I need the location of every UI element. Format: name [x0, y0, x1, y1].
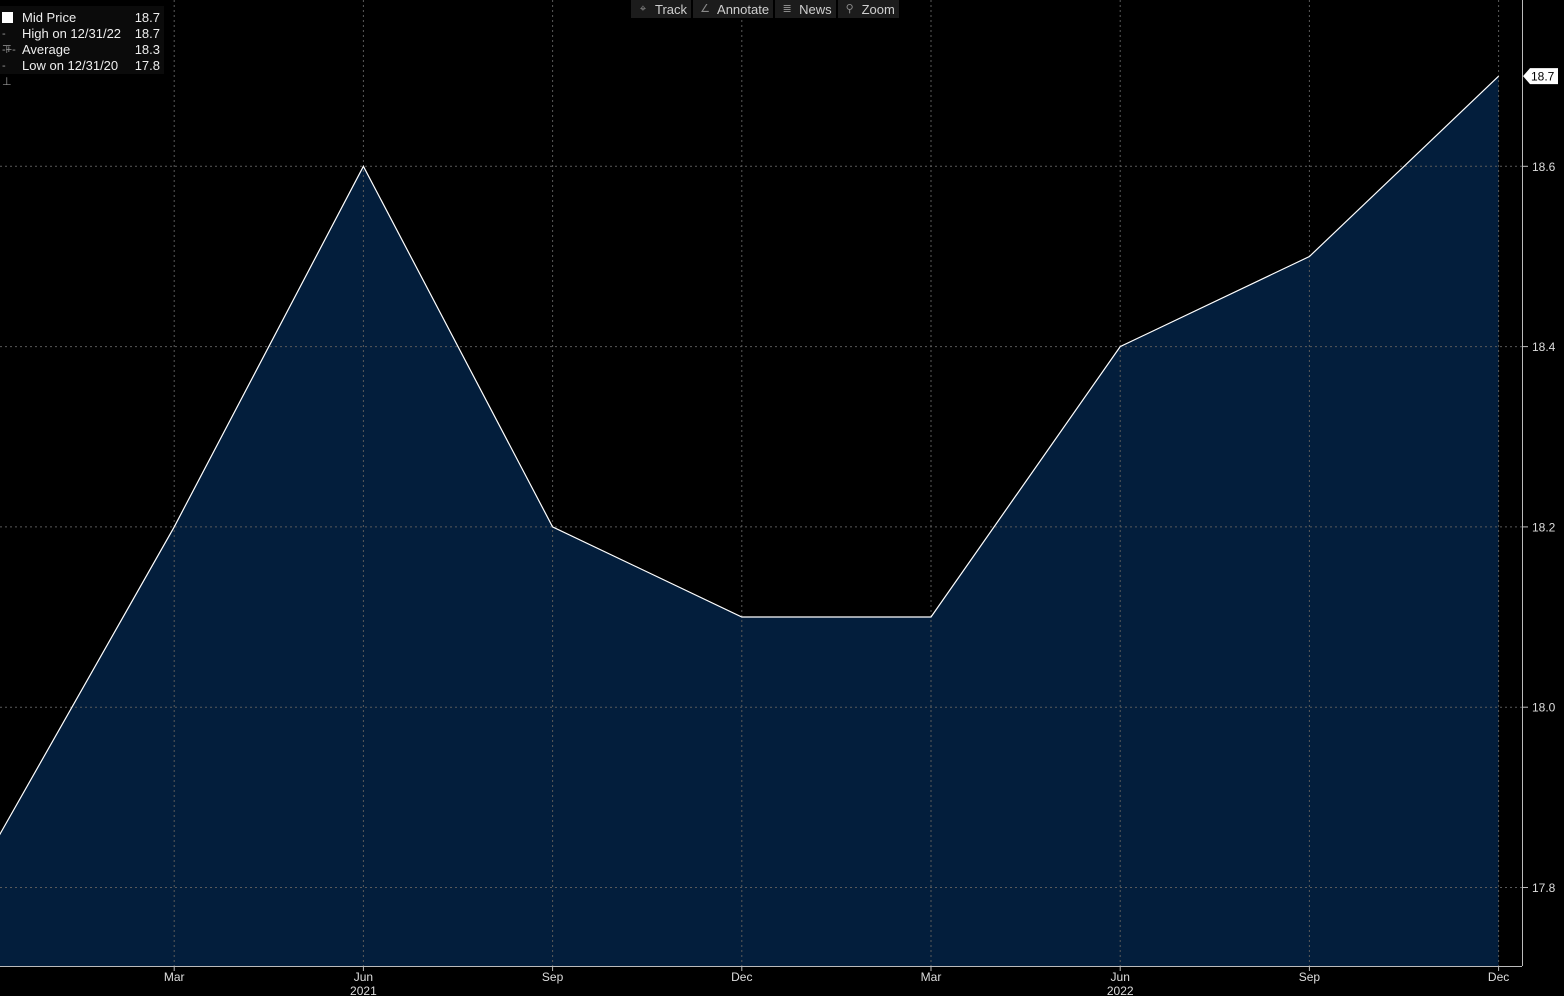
magnifier-icon: ⚲	[845, 2, 854, 15]
legend-value: 18.7	[134, 10, 160, 25]
zoom-label: Zoom	[861, 1, 895, 17]
x-tick-label: Mar	[164, 970, 185, 984]
x-year-label: 2022	[1107, 984, 1134, 996]
track-label: Track	[655, 1, 688, 17]
series-line-mid-price[interactable]	[0, 75, 1500, 860]
y-tick-label: 18.0	[1532, 701, 1556, 715]
legend-value: 18.7	[134, 26, 160, 41]
legend-label: Low on 12/31/20	[22, 58, 119, 73]
legend-value: 17.8	[134, 58, 160, 73]
news-icon: ≣	[782, 2, 792, 15]
zoom-button[interactable]: ⚲ Zoom	[837, 0, 899, 18]
high-marker-icon: - ⊤	[2, 28, 12, 56]
news-button[interactable]: ≣ News	[775, 0, 836, 18]
last-value-tag	[1523, 68, 1558, 85]
legend-value: 18.3	[134, 42, 160, 57]
legend-label: Mid Price	[22, 10, 77, 25]
white-square-icon	[2, 10, 18, 28]
annotate-label: Annotate	[717, 1, 770, 17]
last-value-label: 18.7	[1531, 70, 1555, 84]
legend-item-high[interactable]: - ⊤ High on 12/31/22 18.7	[0, 26, 164, 56]
y-tick-label: 18.2	[1532, 520, 1556, 534]
crosshair-icon: ⌖	[639, 2, 647, 15]
area-fill	[0, 76, 1499, 966]
pencil-icon: ∠	[700, 2, 710, 15]
legend-label: High on 12/31/22	[22, 26, 122, 41]
average-marker-icon: -+-	[2, 44, 16, 56]
legend-label: Average	[22, 42, 71, 57]
legend-item-average[interactable]: -+- Average 18.3	[0, 42, 164, 58]
low-marker-icon: - ⊥	[2, 60, 12, 88]
legend-item-low[interactable]: - ⊥ Low on 12/31/20 17.8	[0, 58, 164, 88]
chart-toolbar: ⌖ Track ∠ Annotate ≣ News ⚲ Zoom	[631, 0, 899, 18]
y-tick-label: 18.4	[1532, 340, 1556, 354]
x-tick-label: Dec	[1488, 970, 1509, 984]
news-label: News	[799, 1, 832, 17]
x-tick-label: Sep	[542, 970, 564, 984]
y-tick-label: 17.8	[1532, 881, 1556, 895]
track-button[interactable]: ⌖ Track	[631, 0, 692, 18]
x-tick-label: Jun	[354, 970, 373, 984]
x-tick-label: Sep	[1299, 970, 1321, 984]
chart-legend: Mid Price 18.7 - ⊤ High on 12/31/22 18.7…	[0, 6, 164, 88]
legend-item-mid-price[interactable]: Mid Price 18.7	[0, 10, 164, 26]
x-year-label: 2021	[350, 984, 377, 996]
y-tick-label: 18.6	[1532, 160, 1556, 174]
annotate-button[interactable]: ∠ Annotate	[693, 0, 774, 18]
x-tick-label: Jun	[1111, 970, 1130, 984]
x-tick-label: Dec	[731, 970, 752, 984]
x-tick-label: Mar	[921, 970, 942, 984]
